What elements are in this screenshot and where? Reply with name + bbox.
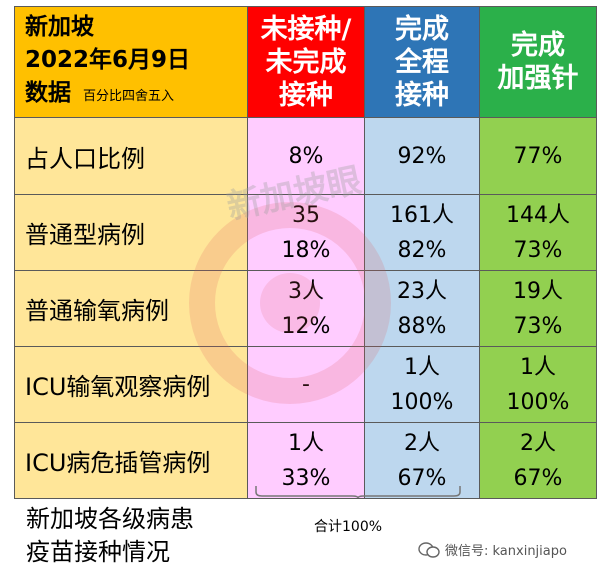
vaccination-table: 新加坡 2022年6月9日 数据 百分比四舍五入 未接种/ 未完成 接种 完成 全… [14,6,597,499]
booster-cell: 1人 100% [479,346,597,423]
caption: 新加坡各级病患 疫苗接种情况 [26,503,194,569]
header-unvaccinated: 未接种/ 未完成 接种 [247,6,365,118]
header-fully-vaccinated: 完成 全程 接种 [364,6,480,118]
table-row: 普通输氧病例 3人 12% 23人 88% 19人 73% [14,270,597,347]
sum-brace [255,486,461,498]
table-row: ICU病危插管病例 1人 33% 2人 67% 2人 67% [14,422,597,499]
booster-cell: 19人 73% [479,270,597,347]
booster-cell: 144人 73% [479,194,597,271]
fully-vaccinated-cell: 1人 100% [364,346,480,423]
caption-line-2: 疫苗接种情况 [26,538,170,566]
fully-vaccinated-cell: 92% [364,117,480,195]
fully-vaccinated-cell: 23人 88% [364,270,480,347]
row-label: 普通型病例 [14,194,248,271]
table-row: ICU输氧观察病例 - 1人 100% 1人 100% [14,346,597,423]
wechat-icon [418,541,440,558]
header-row: 新加坡 2022年6月9日 数据 百分比四舍五入 未接种/ 未完成 接种 完成 全… [14,6,597,118]
sum-label: 合计100% [314,519,383,535]
unvaccinated-cell: 3人 12% [247,270,365,347]
table-row: 普通型病例 35 18% 161人 82% 144人 73% [14,194,597,271]
title-data: 数据 [25,80,71,106]
row-label: ICU输氧观察病例 [14,346,248,423]
wechat-id: 微信号: kanxinjiapo [445,544,567,559]
caption-line-1: 新加坡各级病患 [26,505,194,533]
title-country: 新加坡 [25,14,94,40]
rounding-note: 百分比四舍五入 [83,89,175,104]
wechat-watermark: 微信号: kanxinjiapo [418,540,567,559]
title-date: 2022年6月9日 [25,47,191,73]
row-label: 占人口比例 [14,117,248,195]
table-row: 占人口比例 8% 92% 77% [14,117,597,195]
unvaccinated-cell: 8% [247,117,365,195]
booster-cell: 77% [479,117,597,195]
row-label: ICU病危插管病例 [14,422,248,499]
unvaccinated-cell: 35 18% [247,194,365,271]
fully-vaccinated-cell: 2人 67% [364,422,480,499]
row-label: 普通输氧病例 [14,270,248,347]
header-booster: 完成 加强针 [479,6,597,118]
booster-cell: 2人 67% [479,422,597,499]
unvaccinated-cell: - [247,346,365,423]
fully-vaccinated-cell: 161人 82% [364,194,480,271]
title-cell: 新加坡 2022年6月9日 数据 百分比四舍五入 [14,6,248,118]
